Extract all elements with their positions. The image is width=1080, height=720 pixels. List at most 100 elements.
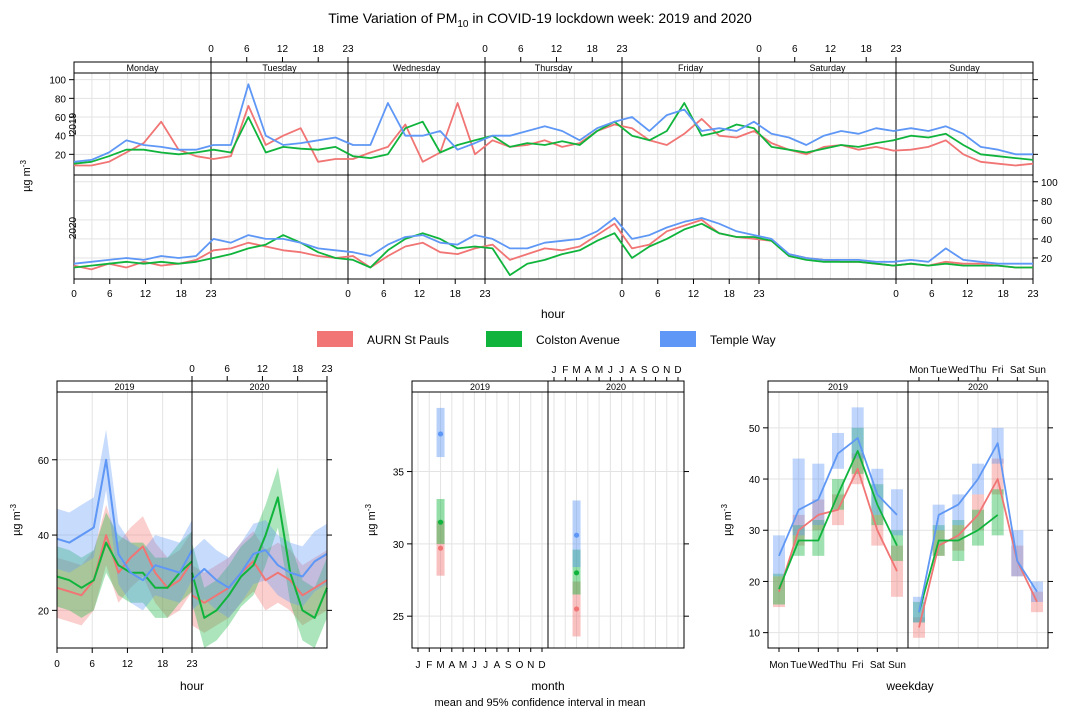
title-suffix: in COVID-19 lockdown week: 2019 and 2020 (468, 10, 752, 26)
strip-label-2019: 2019 (470, 382, 490, 392)
y-axis-label-top: µg m-3 (19, 160, 33, 192)
weekday-tick-label-top: Sat (1010, 365, 1025, 376)
x-tick-label-top: 23 (616, 44, 628, 55)
y-axis-label-bc: µg m-3 (364, 504, 378, 536)
y-tick-label-right: 60 (1041, 216, 1053, 227)
series-line-week-2019-1 (778, 450, 898, 590)
strip-label-2019: 2019 (114, 382, 134, 392)
strip-label-2019: 2019 (828, 382, 848, 392)
x-tick-label: 12 (962, 289, 974, 300)
y-tick-label: 20 (749, 577, 761, 588)
x-tick-label: 18 (998, 289, 1010, 300)
day-label-thursday: Thursday (535, 63, 573, 73)
strip-label-2020: 2020 (249, 382, 269, 392)
month-tick-label: J (416, 660, 421, 671)
x-tick-label: 18 (176, 289, 188, 300)
x-tick-label: 12 (140, 289, 152, 300)
y-tick-label: 40 (749, 475, 761, 486)
chart-title: Time Variation of PM10 in COVID-19 lockd… (0, 10, 1080, 30)
x-axis-label-hour-bl: hour (180, 679, 204, 693)
y-tick-label: 10 (749, 629, 761, 640)
x-tick-label: 6 (107, 289, 113, 300)
series-line-2020-2 (73, 217, 1033, 265)
ci-bar-week-2019-2 (891, 489, 903, 536)
series-line-hour-2019-2 (56, 458, 193, 582)
x-tick-label-top: 0 (189, 364, 195, 375)
weekday-tick-label: Wed (808, 660, 828, 671)
ci-bar-week-2019-2 (773, 535, 785, 577)
y-tick-label: 80 (55, 94, 67, 105)
month-tick-label-top: A (630, 365, 637, 376)
x-tick-label: 6 (89, 659, 95, 670)
month-tick-label: N (527, 660, 534, 671)
y-tick-label: 35 (393, 468, 405, 479)
legend-swatch-2 (660, 331, 696, 347)
ci-band-2020-1 (192, 467, 327, 648)
ci-bar-week-2019-2 (792, 458, 805, 536)
x-tick-label-top: 23 (342, 44, 354, 55)
y-tick-label: 20 (38, 606, 50, 617)
x-tick-label-top: 6 (244, 44, 250, 55)
series-line-2019-0 (74, 102, 1034, 167)
x-tick-label-top: 6 (224, 364, 230, 375)
weekday-tick-label-top: Mon (909, 365, 928, 376)
day-label-monday: Monday (126, 63, 159, 73)
day-label-friday: Friday (678, 63, 704, 73)
x-tick-label-top: 12 (825, 44, 837, 55)
x-tick-label: 0 (71, 289, 77, 300)
x-tick-label-top: 12 (551, 44, 563, 55)
ci-bar-week-2019-2 (812, 463, 825, 526)
x-tick-label: 23 (205, 289, 217, 300)
mean-point-2020-1 (573, 570, 580, 576)
title-subscript: 10 (457, 18, 469, 30)
x-tick-label-top: 0 (756, 44, 762, 55)
y-tick-label: 40 (55, 132, 67, 143)
mean-point-2019-2 (437, 431, 444, 437)
x-tick-label-top: 18 (313, 44, 325, 55)
title-prefix: Time Variation of PM (328, 10, 458, 26)
x-tick-label-top: 6 (792, 44, 798, 55)
series-line-week-2020-2 (918, 442, 1038, 613)
x-tick-label-top: 18 (861, 44, 873, 55)
panel-2019-frame (73, 72, 1034, 176)
x-tick-label: 6 (655, 289, 661, 300)
month-tick-label-top: M (572, 365, 580, 376)
x-tick-label: 0 (893, 289, 899, 300)
month-tick-label-top: M (595, 365, 603, 376)
x-tick-label: 18 (450, 289, 462, 300)
x-tick-label-top: 18 (292, 364, 304, 375)
x-tick-label-top: 18 (587, 44, 599, 55)
mean-point-2019-0 (437, 545, 444, 551)
month-tick-label-top: N (663, 365, 670, 376)
weekday-tick-label: Sun (888, 660, 906, 671)
month-tick-label-top: F (562, 365, 568, 376)
month-tick-label: J (483, 660, 488, 671)
month-tick-label: D (538, 660, 545, 671)
legend-swatch-1 (486, 331, 522, 347)
month-tick-label-top: D (674, 365, 681, 376)
weekday-tick-label-top: Sun (1028, 365, 1046, 376)
day-label-saturday: Saturday (809, 63, 846, 73)
panel-2020-frame (73, 174, 1034, 280)
weekday-tick-label-top: Tue (930, 365, 947, 376)
series-line-week-2019-2 (778, 437, 898, 557)
month-tick-label: M (459, 660, 467, 671)
year-label-2019: 2019 (68, 112, 79, 135)
y-tick-label-right: 80 (1041, 197, 1053, 208)
x-tick-label: 12 (122, 659, 134, 670)
y-tick-label: 60 (38, 456, 50, 467)
weekday-tick-label: Tue (790, 660, 807, 671)
y-axis-label-br: µg m-3 (720, 504, 734, 536)
x-tick-label: 6 (929, 289, 935, 300)
series-line-hour-2019-1 (56, 541, 193, 589)
y-tick-label: 40 (38, 531, 50, 542)
subtitle-ci-note: mean and 95% confidence interval in mean (435, 697, 646, 709)
x-tick-label-top: 6 (518, 44, 524, 55)
month-tick-label-top: O (652, 365, 660, 376)
y-tick-label: 25 (393, 612, 405, 623)
ci-bar-week-2020-1 (991, 489, 1004, 536)
x-tick-label: 0 (345, 289, 351, 300)
month-tick-label: A (448, 660, 455, 671)
y-tick-label-right: 100 (1041, 178, 1058, 189)
